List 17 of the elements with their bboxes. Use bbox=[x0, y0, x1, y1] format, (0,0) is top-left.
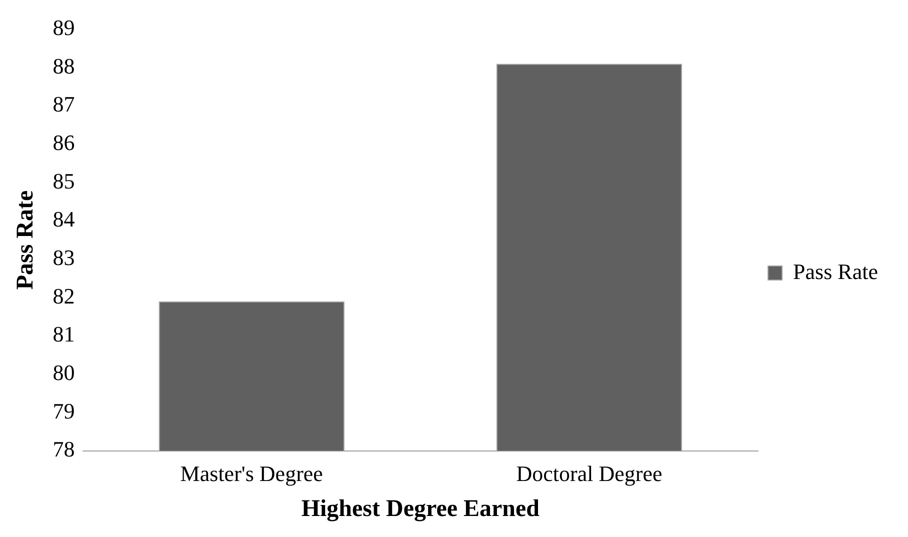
y-tick-label: 85 bbox=[52, 168, 75, 194]
y-tick-label: 86 bbox=[52, 130, 75, 155]
y-tick-label: 78 bbox=[52, 436, 75, 462]
x-tick-label: Doctoral Degree bbox=[516, 460, 662, 486]
y-tick-label: 79 bbox=[52, 398, 75, 424]
y-tick-label: 88 bbox=[52, 53, 75, 78]
y-tick-label: 87 bbox=[52, 92, 75, 117]
legend-label: Pass Rate bbox=[793, 258, 878, 284]
y-tick-label: 82 bbox=[52, 283, 75, 308]
x-axis-title: Highest Degree Earned bbox=[301, 496, 540, 522]
y-axis-title: Pass Rate bbox=[12, 190, 39, 290]
y-tick-label: 84 bbox=[52, 206, 75, 232]
x-tick-label: Master's Degree bbox=[180, 460, 323, 486]
y-tick-label: 80 bbox=[52, 360, 75, 385]
y-tick-label: 89 bbox=[52, 14, 75, 40]
y-tick-label: 83 bbox=[52, 244, 75, 270]
y-tick-label: 81 bbox=[52, 322, 75, 347]
